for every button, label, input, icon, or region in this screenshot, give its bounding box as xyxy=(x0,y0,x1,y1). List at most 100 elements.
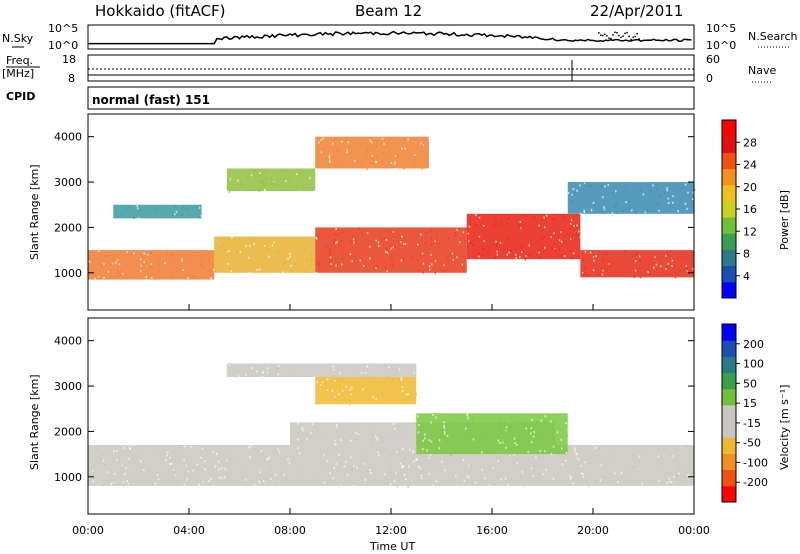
scatter-speckle xyxy=(424,437,426,440)
scatter-speckle xyxy=(144,252,147,255)
scatter-speckle xyxy=(507,483,509,486)
scatter-speckle xyxy=(298,452,301,455)
scatter-speckle xyxy=(140,270,142,273)
scatter-speckle xyxy=(412,460,415,463)
scatter-speckle xyxy=(422,439,424,442)
nsearch-point xyxy=(626,31,628,34)
scatter-speckle xyxy=(311,255,313,258)
scatter-speckle xyxy=(282,479,285,482)
scatter-speckle xyxy=(392,246,394,249)
scatter-speckle xyxy=(261,181,264,184)
scatter-speckle xyxy=(366,168,368,171)
scatter-speckle xyxy=(340,368,343,371)
scatter-speckle xyxy=(341,389,344,392)
scatter-speckle xyxy=(281,254,283,257)
scatter-speckle xyxy=(217,460,220,463)
scatter-speckle xyxy=(402,256,405,259)
scatter-speckle xyxy=(260,450,263,453)
scatter-speckle xyxy=(98,448,101,451)
scatter-speckle xyxy=(438,439,441,442)
scatter-speckle xyxy=(411,257,414,260)
scatter-speckle xyxy=(550,452,553,455)
scatter-speckle xyxy=(228,364,231,367)
scatter-speckle xyxy=(274,473,277,476)
scatter-speckle xyxy=(201,481,203,484)
scatter-speckle xyxy=(245,245,247,248)
scatter-speckle xyxy=(259,180,262,183)
scatter-speckle xyxy=(309,177,311,180)
scatter-speckle xyxy=(315,435,317,438)
scatter-speckle xyxy=(170,254,172,257)
velocity-ylabel: Slant Range [km] xyxy=(28,374,41,470)
scatter-speckle xyxy=(157,478,160,481)
scatter-speckle xyxy=(261,451,264,454)
scatter-speckle xyxy=(186,468,189,471)
scatter-speckle xyxy=(323,481,326,484)
scatter-speckle xyxy=(419,466,421,469)
scatter-speckle xyxy=(341,249,343,252)
scatter-speckle xyxy=(561,463,564,466)
scatter-speckle xyxy=(554,242,556,245)
scatter-speckle xyxy=(513,437,516,440)
colorbar-swatch xyxy=(722,324,736,341)
scatter-speckle xyxy=(329,249,331,252)
scatter-speckle xyxy=(227,262,229,265)
scatter-speckle xyxy=(349,253,352,256)
scatter-speckle xyxy=(405,393,408,396)
noise-panel: N.Sky 10^5 10^0 10^5 10^0 N.Search xyxy=(2,22,798,52)
scatter-speckle xyxy=(628,200,631,203)
scatter-speckle xyxy=(282,463,285,466)
xtick-label: 00:00 xyxy=(72,524,104,537)
scatter-speckle xyxy=(166,476,168,479)
scatter-speckle xyxy=(204,460,206,463)
scatter-speckle xyxy=(567,428,569,431)
scatter-speckle xyxy=(506,253,509,256)
scatter-speckle xyxy=(584,267,586,270)
scatter-speckle xyxy=(169,459,172,462)
scatter-speckle xyxy=(466,414,469,417)
scatter-speckle xyxy=(684,183,687,186)
scatter-speckle xyxy=(311,436,313,439)
scatter-speckle xyxy=(111,445,114,448)
scatter-speckle xyxy=(129,447,131,450)
scatter-speckle xyxy=(318,235,320,238)
power-colorbar: 4 8 12 16 20 24 28 xyxy=(721,119,757,299)
scatter-speckle xyxy=(558,239,561,242)
scatter-speckle xyxy=(500,418,502,421)
scatter-speckle xyxy=(639,189,642,192)
scatter-speckle xyxy=(398,378,401,381)
scatter-speckle xyxy=(533,464,536,467)
scatter-speckle xyxy=(334,379,336,382)
colorbar-swatch xyxy=(722,152,736,170)
scatter-speckle xyxy=(654,256,656,259)
scatter-speckle xyxy=(522,484,525,487)
scatter-speckle xyxy=(332,142,334,145)
scatter-speckle xyxy=(478,214,481,217)
scatter-speckle xyxy=(391,256,393,259)
scatter-speckle xyxy=(584,461,586,464)
scatter-speckle xyxy=(478,235,481,238)
scatter-speckle xyxy=(260,174,262,177)
scatter-speckle xyxy=(169,462,171,465)
scatter-speckle xyxy=(139,258,142,261)
scatter-speckle xyxy=(510,249,512,252)
cpid-label: CPID xyxy=(6,90,35,103)
scatter-speckle xyxy=(345,439,347,442)
scatter-speckle xyxy=(353,369,355,372)
scatter-speckle xyxy=(573,192,575,195)
xtick-label: 00:00 xyxy=(678,524,710,537)
scatter-speckle xyxy=(212,450,214,453)
scatter-speckle xyxy=(302,466,304,469)
scatter-speckle xyxy=(273,181,275,184)
power-scatter-bands xyxy=(88,136,696,281)
scatter-speckle xyxy=(500,478,503,481)
scatter-speckle xyxy=(676,475,678,478)
freq-unit-label: [MHz] xyxy=(2,67,34,80)
scatter-speckle xyxy=(536,464,538,467)
scatter-speckle xyxy=(588,195,591,198)
scatter-speckle xyxy=(329,161,331,164)
scatter-speckle xyxy=(185,260,188,263)
scatter-speckle xyxy=(323,468,326,471)
scatter-speckle xyxy=(430,253,432,256)
scatter-speckle xyxy=(143,261,145,264)
